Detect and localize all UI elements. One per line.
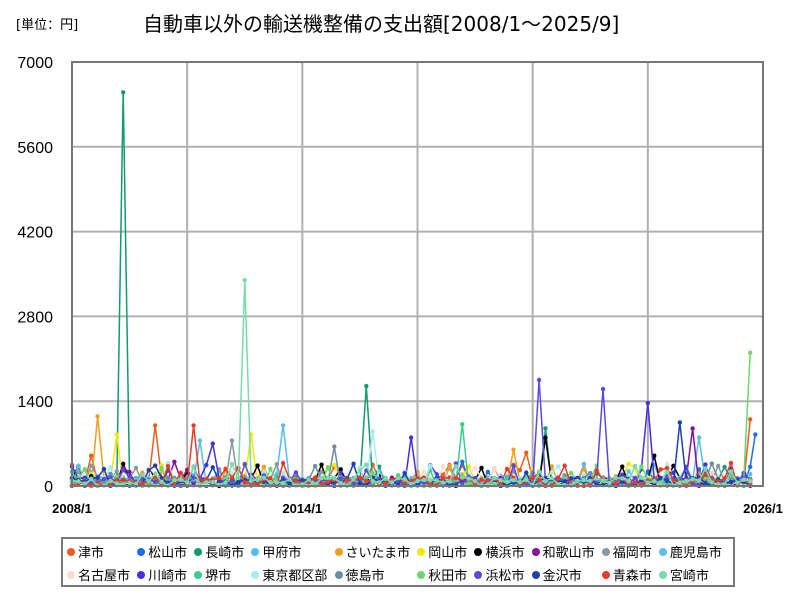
x-axis-ticks: 2008/1 2011/1 2014/1 2017/1 2020/1 2023/1 2026… <box>52 501 783 516</box>
y-tick-label: 5600 <box>17 140 53 157</box>
legend-label: 津市 <box>78 546 105 561</box>
legend-item: 長崎市 <box>194 540 251 563</box>
legend-item: 名古屋市 <box>67 563 137 586</box>
legend-dot-icon <box>137 547 146 556</box>
x-tick-label: 2014/1 <box>282 501 322 516</box>
series-19 <box>69 277 753 489</box>
legend-item: 秋田市 <box>417 563 474 586</box>
legend-label: 徳島市 <box>345 569 385 584</box>
unit-label: [単位：円] <box>16 18 79 33</box>
y-tick-label: 1400 <box>17 394 53 411</box>
legend-label: 青森市 <box>612 569 652 584</box>
y-tick-label: 4200 <box>17 225 53 242</box>
grid-lines <box>72 62 763 486</box>
y-axis-ticks: 0 1400 2800 4200 5600 7000 <box>17 55 53 496</box>
legend-label: 秋田市 <box>428 569 468 584</box>
legend-dot-icon <box>334 547 343 556</box>
legend-label: 堺市 <box>205 569 232 584</box>
legend-item: 福岡市 <box>601 540 659 563</box>
chart-title: 自動車以外の輸送機整備の支出額[2008/1～2025/9] <box>143 12 620 36</box>
legend-dot-icon <box>251 570 260 579</box>
x-tick-label: 2008/1 <box>52 501 92 516</box>
legend-dot-icon <box>334 570 343 579</box>
legend-label: 鹿児島市 <box>669 546 722 561</box>
legend-item: 和歌山市 <box>531 540 602 563</box>
legend-label: 甲府市 <box>262 546 302 561</box>
legend-dot-icon <box>474 570 483 579</box>
legend-label: 浜松市 <box>485 569 525 584</box>
legend-dot-icon <box>601 570 610 579</box>
legend-dot-icon <box>67 570 75 579</box>
y-tick-label: 7000 <box>17 55 53 72</box>
legend-dot-icon <box>658 570 667 579</box>
x-tick-label: 2026/1 <box>743 501 783 516</box>
legend-dot-icon <box>658 547 667 556</box>
legend-item: 金沢市 <box>531 563 602 586</box>
legend-dot-icon <box>601 547 610 556</box>
x-tick-label: 2011/1 <box>168 501 207 516</box>
legend-item: 鹿児島市 <box>658 540 729 563</box>
legend-label: 福岡市 <box>612 546 652 561</box>
legend-label: 松山市 <box>148 546 188 561</box>
legend-dot-icon <box>137 570 146 579</box>
legend-label: 長崎市 <box>205 546 245 561</box>
legend-item: 青森市 <box>601 563 659 586</box>
legend-label: 川崎市 <box>148 569 188 584</box>
legend-dot-icon <box>67 547 75 556</box>
legend-item: 津市 <box>67 540 137 563</box>
legend: 津市 松山市 長崎市 甲府市 さいたま市 岡山市 横浜市 和歌山市 福岡市 鹿児島市名古屋市 川崎市… <box>61 537 735 587</box>
legend-item: 甲府市 <box>251 540 334 563</box>
legend-label: さいたま市 <box>345 546 411 561</box>
legend-item: 東京都区部 <box>251 563 334 586</box>
legend-item: 浜松市 <box>474 563 531 586</box>
legend-label: 金沢市 <box>542 569 582 584</box>
legend-item: 宮崎市 <box>658 563 729 586</box>
series-lines <box>69 90 758 489</box>
legend-dot-icon <box>531 547 540 556</box>
legend-label: 宮崎市 <box>669 569 709 584</box>
legend-item: さいたま市 <box>334 540 418 563</box>
legend-dot-icon <box>531 570 540 579</box>
legend-label: 東京都区部 <box>262 569 328 584</box>
legend-item: 川崎市 <box>137 563 194 586</box>
legend-label: 名古屋市 <box>78 569 131 584</box>
x-tick-label: 2023/1 <box>628 501 668 516</box>
legend-dot-icon <box>251 547 260 556</box>
legend-label: 横浜市 <box>485 546 525 561</box>
legend-item: 横浜市 <box>474 540 531 563</box>
legend-label: 和歌山市 <box>542 546 595 561</box>
plot-frame <box>71 61 764 487</box>
legend-dot-icon <box>194 570 203 579</box>
legend-dot-icon <box>417 570 426 579</box>
legend-dot-icon <box>417 547 426 556</box>
legend-dot-icon <box>194 547 203 556</box>
legend-item: 岡山市 <box>417 540 474 563</box>
x-tick-label: 2020/1 <box>513 501 553 516</box>
legend-label: 岡山市 <box>428 546 468 561</box>
legend-item: 松山市 <box>137 540 194 563</box>
legend-dot-icon <box>474 547 483 556</box>
y-tick-label: 0 <box>44 479 53 496</box>
y-tick-label: 2800 <box>17 309 53 326</box>
legend-item: 堺市 <box>194 563 251 586</box>
legend-item: 徳島市 <box>334 563 418 586</box>
x-tick-label: 2017/1 <box>398 501 438 516</box>
